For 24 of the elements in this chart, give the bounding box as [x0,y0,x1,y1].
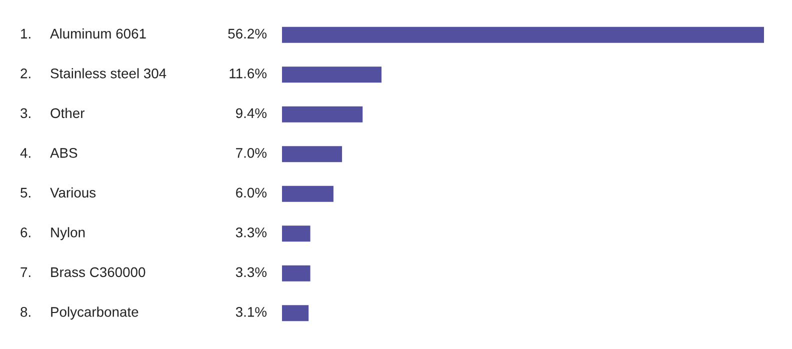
category-label: 8. Polycarbonate [20,306,138,320]
bar [282,106,363,122]
data-label: 6.0% [236,188,267,198]
category-label: 5. Various [20,187,96,198]
category-label: 4. ABS [20,148,78,158]
data-label: 3.1% [236,307,267,317]
data-label: 7.0% [236,148,267,158]
data-label: 3.3% [236,228,267,238]
bar [282,305,309,322]
category-label: 7. Brass C360000 [20,267,146,278]
data-label: 56.2% [228,28,267,39]
data-label: 3.3% [236,267,267,278]
category-label: 6. Nylon [20,227,85,240]
category-label: 1. Aluminum 6061 [21,28,146,39]
bar [282,26,764,43]
category-label: 3. Other [20,108,85,118]
data-label: 11.6% [230,68,267,78]
category-label: 2. Stainless steel 304 [20,68,166,78]
bar [282,146,342,162]
bar [282,226,310,242]
bar [282,265,310,282]
data-label: 9.4% [236,108,267,118]
bar [282,66,382,83]
bar [282,186,334,202]
